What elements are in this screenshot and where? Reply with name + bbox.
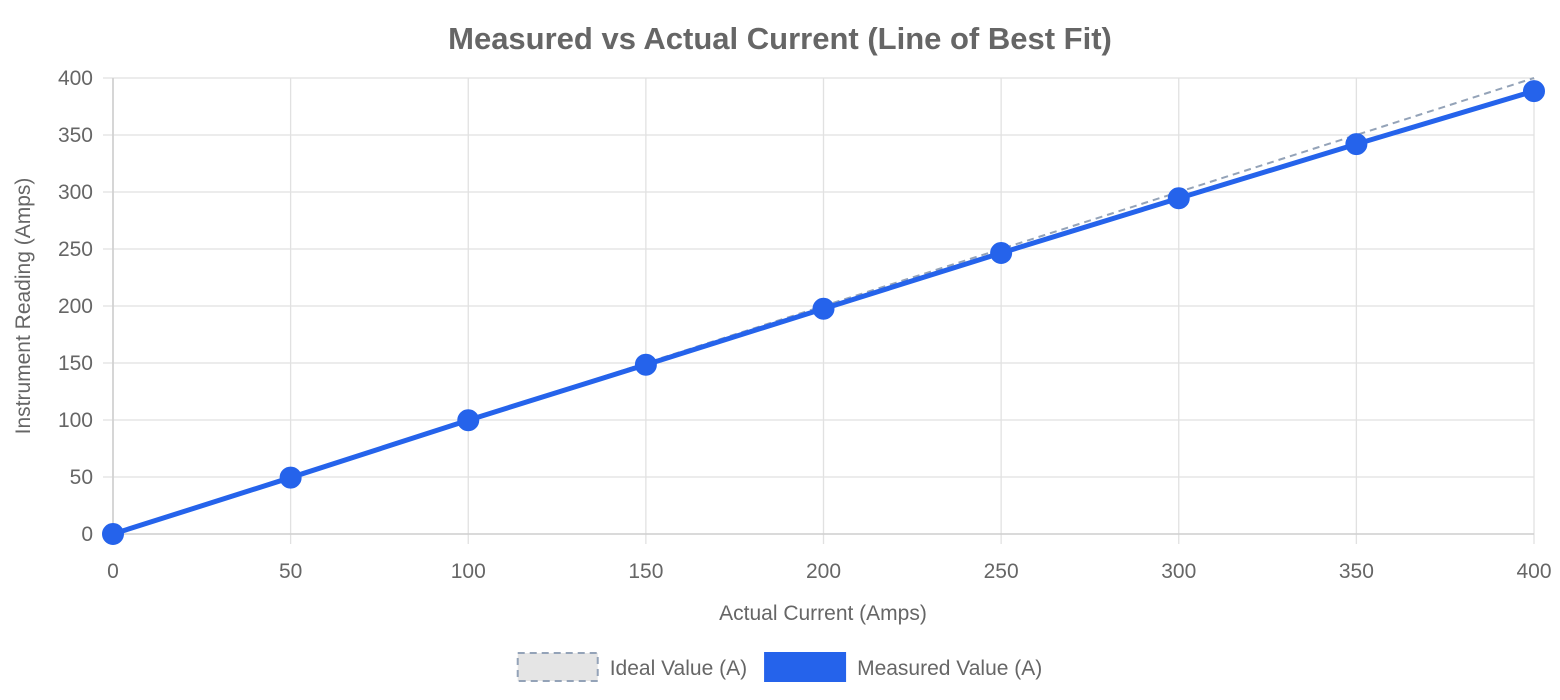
x-tick-label: 250 xyxy=(984,560,1019,583)
y-tick-label: 300 xyxy=(58,181,93,204)
x-axis-title: Actual Current (Amps) xyxy=(719,602,927,625)
y-tick-label: 50 xyxy=(70,466,93,489)
x-tick-label: 0 xyxy=(107,560,119,583)
data-point xyxy=(990,241,1013,264)
axis-layer: 0 50 100 150 200 250 300 350 400 0 50 100 150 200 250 3… xyxy=(58,67,1552,583)
legend: Ideal Value (A) Measured Value (A) xyxy=(516,652,1042,682)
legend-swatch-measured xyxy=(764,652,847,682)
legend-swatch-ideal xyxy=(516,652,599,682)
data-point xyxy=(279,466,302,489)
x-tick-label: 350 xyxy=(1339,560,1374,583)
data-point xyxy=(1167,187,1190,210)
x-tick-label: 150 xyxy=(628,560,663,583)
y-tick-label: 200 xyxy=(58,295,93,318)
data-point xyxy=(102,523,124,545)
chart-title: Measured vs Actual Current (Line of Best… xyxy=(448,21,1112,56)
legend-item: Measured Value (A) xyxy=(764,652,1042,682)
legend-label: Ideal Value (A) xyxy=(610,657,747,680)
data-point xyxy=(1345,133,1368,156)
legend-item: Ideal Value (A) xyxy=(516,652,747,682)
y-tick-label: 350 xyxy=(58,124,93,147)
x-tick-label: 200 xyxy=(806,560,841,583)
x-tick-label: 400 xyxy=(1516,560,1551,583)
y-tick-label: 400 xyxy=(58,67,93,90)
data-point xyxy=(812,297,835,320)
x-tick-label: 100 xyxy=(451,560,486,583)
data-point xyxy=(457,409,480,432)
series-layer xyxy=(102,77,1545,545)
y-tick-label: 250 xyxy=(58,238,93,261)
x-tick-label: 300 xyxy=(1161,560,1196,583)
y-tick-label: 0 xyxy=(81,523,93,546)
data-point xyxy=(634,353,657,376)
y-tick-label: 150 xyxy=(58,352,93,375)
legend-label: Measured Value (A) xyxy=(857,657,1042,680)
y-axis-title: Instrument Reading (Amps) xyxy=(12,178,35,435)
data-point xyxy=(1523,80,1545,103)
y-tick-label: 100 xyxy=(58,409,93,432)
x-tick-label: 50 xyxy=(279,560,302,583)
